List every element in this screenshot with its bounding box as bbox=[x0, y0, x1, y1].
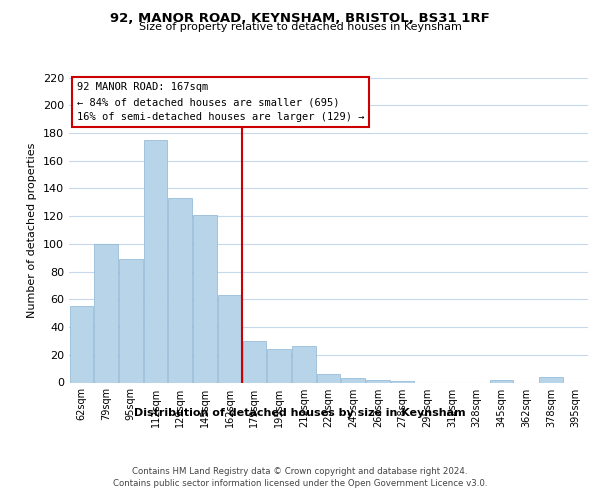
Bar bbox=[268, 349, 291, 382]
Bar bbox=[94, 244, 118, 382]
Bar bbox=[218, 295, 241, 382]
Bar bbox=[317, 374, 340, 382]
Bar bbox=[242, 341, 266, 382]
Bar bbox=[169, 198, 192, 382]
Text: Size of property relative to detached houses in Keynsham: Size of property relative to detached ho… bbox=[139, 22, 461, 32]
Bar bbox=[292, 346, 316, 382]
Text: Contains public sector information licensed under the Open Government Licence v3: Contains public sector information licen… bbox=[113, 479, 487, 488]
Y-axis label: Number of detached properties: Number of detached properties bbox=[28, 142, 37, 318]
Bar bbox=[539, 377, 563, 382]
Bar bbox=[144, 140, 167, 382]
Text: 92, MANOR ROAD, KEYNSHAM, BRISTOL, BS31 1RF: 92, MANOR ROAD, KEYNSHAM, BRISTOL, BS31 … bbox=[110, 12, 490, 26]
Text: Distribution of detached houses by size in Keynsham: Distribution of detached houses by size … bbox=[134, 408, 466, 418]
Bar bbox=[70, 306, 93, 382]
Bar bbox=[341, 378, 365, 382]
Bar bbox=[391, 381, 415, 382]
Bar bbox=[490, 380, 513, 382]
Bar bbox=[119, 259, 143, 382]
Bar bbox=[366, 380, 389, 382]
Text: 92 MANOR ROAD: 167sqm
← 84% of detached houses are smaller (695)
16% of semi-det: 92 MANOR ROAD: 167sqm ← 84% of detached … bbox=[77, 82, 364, 122]
Text: Contains HM Land Registry data © Crown copyright and database right 2024.: Contains HM Land Registry data © Crown c… bbox=[132, 468, 468, 476]
Bar bbox=[193, 215, 217, 382]
